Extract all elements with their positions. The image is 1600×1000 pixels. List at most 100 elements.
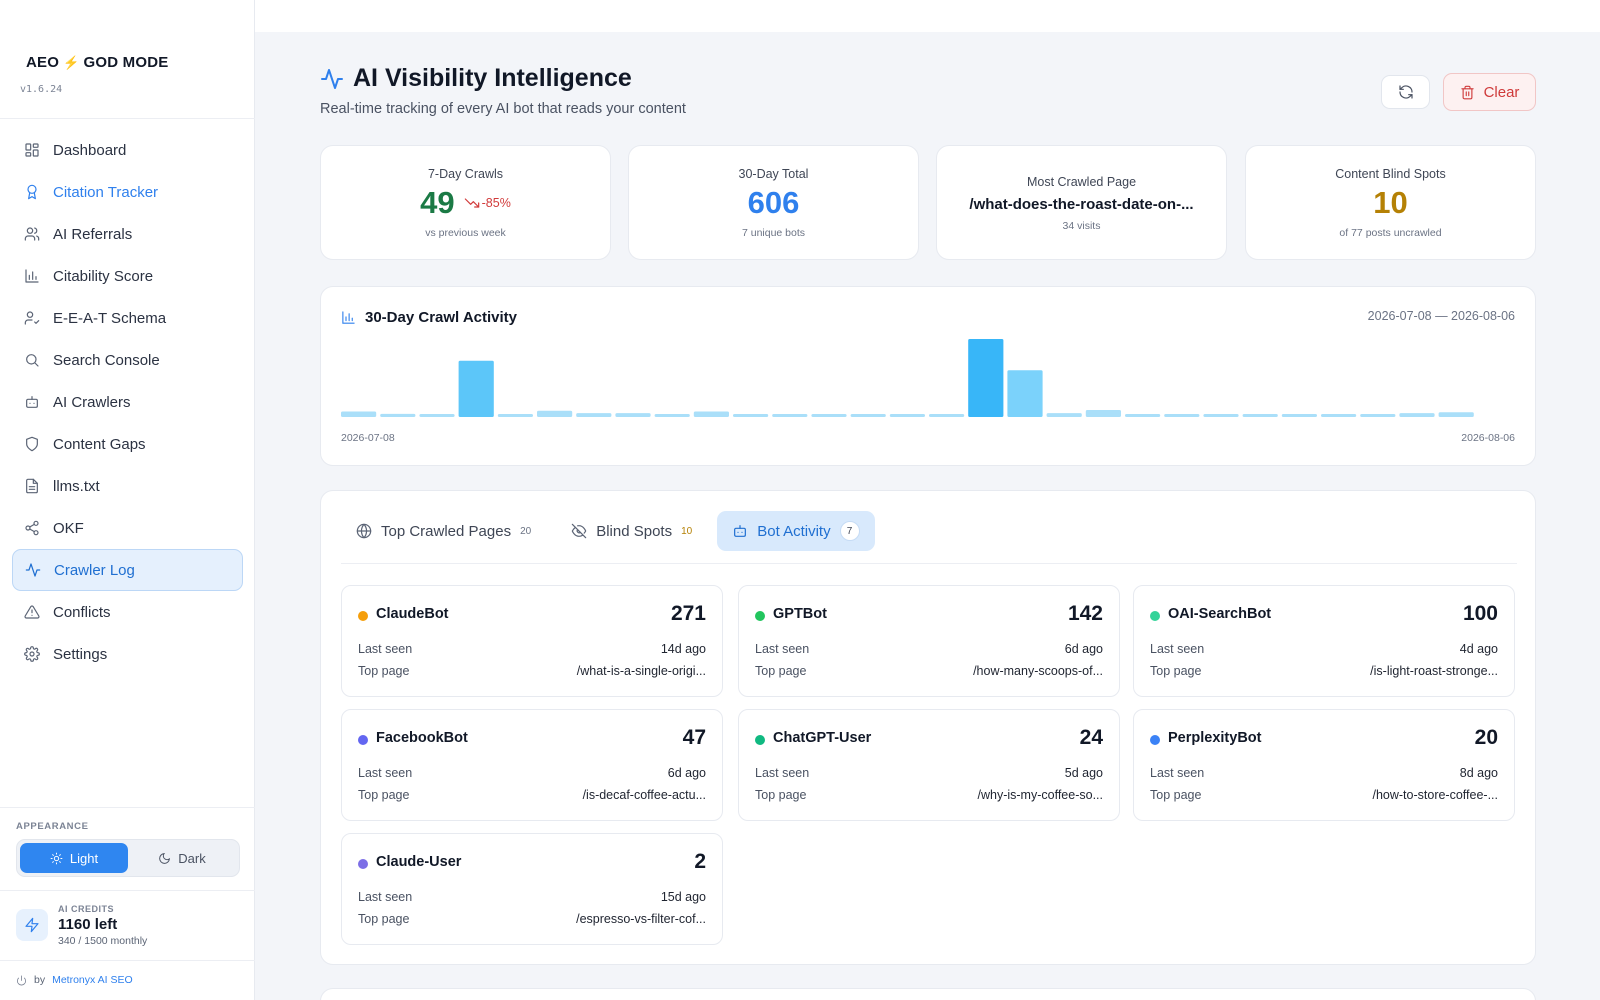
brand-logo[interactable]: AEO ⚡ GOD MODE (26, 54, 168, 71)
chart-bar[interactable] (1438, 412, 1474, 417)
clear-label: Clear (1483, 83, 1520, 101)
byline-link[interactable]: Metronyx AI SEO (52, 974, 133, 986)
sidebar-item-settings[interactable]: Settings (12, 633, 243, 675)
sidebar-item-citation-tracker[interactable]: Citation Tracker (12, 171, 243, 213)
top-page-value: /what-is-a-single-origi... (576, 664, 706, 678)
last-seen-value: 6d ago (667, 766, 706, 780)
chart-bar[interactable] (968, 339, 1004, 417)
sidebar-item-conflicts[interactable]: Conflicts (12, 591, 243, 633)
stat-note: vs previous week (425, 227, 506, 239)
sidebar-item-eeat-schema[interactable]: E-E-A-T Schema (12, 297, 243, 339)
trash-icon (1460, 85, 1474, 99)
chart-bar[interactable] (380, 413, 416, 417)
bot-name: Claude-User (376, 854, 462, 870)
tab-blind-spots[interactable]: Blind Spots 10 (556, 511, 707, 551)
activity-panel: Top Crawled Pages 20 Blind Spots 10 Bot … (320, 490, 1536, 965)
sidebar-item-content-gaps[interactable]: Content Gaps (12, 423, 243, 465)
bot-card-chatgpt-user[interactable]: ChatGPT-User 24 Last seen 5d ago Top page… (738, 709, 1120, 821)
sidebar-item-label: llms.txt (53, 477, 100, 495)
sidebar-item-label: Citation Tracker (53, 183, 159, 201)
divider (0, 890, 255, 891)
chart-bar[interactable] (1125, 414, 1161, 417)
chart-bar[interactable] (693, 411, 729, 418)
power-icon (16, 975, 27, 985)
bot-name: FacebookBot (376, 730, 468, 746)
chart-bar[interactable] (341, 411, 377, 418)
chart-bar[interactable] (733, 414, 769, 417)
last-seen-label: Last seen (358, 766, 413, 780)
chart-bar[interactable] (1242, 414, 1278, 417)
bot-card-claudebot[interactable]: ClaudeBot 271 Last seen 14d ago Top page /… (341, 585, 723, 697)
chart-bar[interactable] (458, 360, 494, 417)
chart-bar[interactable] (889, 414, 925, 417)
chart-bar[interactable] (929, 414, 965, 417)
clear-button[interactable]: Clear (1443, 73, 1536, 111)
divider (0, 807, 255, 808)
bot-card-claude-user[interactable]: Claude-User 2 Last seen 15d ago Top page /… (341, 833, 723, 945)
chart-start-label: 2026-07-08 (341, 432, 395, 444)
award-icon (27, 184, 37, 200)
eye-off-icon (571, 523, 587, 539)
sidebar-item-llms-txt[interactable]: llms.txt (12, 465, 243, 507)
chart-bar[interactable] (1399, 413, 1435, 417)
chart-bar[interactable] (654, 414, 690, 417)
stat-value: 10 (1373, 185, 1408, 220)
chart-bar[interactable] (537, 410, 573, 417)
brand-name-part1: AEO (26, 54, 60, 71)
stat-value: 606 (747, 185, 800, 220)
sidebar-item-label: AI Crawlers (53, 393, 131, 411)
chart-bar[interactable] (576, 413, 612, 417)
chart-bar[interactable] (772, 414, 808, 417)
top-page-row: Top page/why-is-my-coffee-so... (755, 788, 1103, 802)
sidebar-item-dashboard[interactable]: Dashboard (12, 129, 243, 171)
stat-note: of 77 posts uncrawled (1339, 227, 1442, 239)
last-seen-value: 4d ago (1459, 642, 1498, 656)
bot-card-oai-searchbot[interactable]: OAI-SearchBot 100 Last seen 4d ago Top pa… (1133, 585, 1515, 697)
chart-bar[interactable] (615, 413, 651, 417)
bot-count: 24 (1079, 726, 1103, 749)
version-label: v1.6.24 (20, 84, 63, 95)
bot-name: ClaudeBot (376, 606, 449, 622)
sidebar-item-citability-score[interactable]: Citability Score (12, 255, 243, 297)
bot-card-perplexitybot[interactable]: PerplexityBot 20 Last seen 8d ago Top pag… (1133, 709, 1515, 821)
sidebar-item-crawler-log[interactable]: Crawler Log (12, 549, 243, 591)
tab-top-crawled-pages[interactable]: Top Crawled Pages 20 (341, 511, 546, 551)
chart-bar[interactable] (1085, 410, 1121, 417)
credits-value: 1160 left (58, 916, 118, 933)
bot-icon (26, 396, 38, 408)
stat-value-row: 49 -85% (321, 185, 610, 221)
top-page-label: Top page (1150, 788, 1202, 802)
theme-light-button[interactable]: Light (20, 843, 128, 873)
sidebar-item-ai-referrals[interactable]: AI Referrals (12, 213, 243, 255)
chart-bar[interactable] (1281, 414, 1317, 417)
sidebar-item-ai-crawlers[interactable]: AI Crawlers (12, 381, 243, 423)
chart-bar[interactable] (419, 414, 455, 417)
tab-count: 7 (839, 521, 860, 541)
sidebar-item-okf[interactable]: OKF (12, 507, 243, 549)
last-seen-row: Last seen 8d ago (1150, 766, 1498, 780)
chart-bar[interactable] (1007, 370, 1043, 417)
chart-bar[interactable] (811, 414, 847, 417)
refresh-button[interactable] (1381, 75, 1430, 109)
dashboard-icon (25, 143, 39, 157)
chart-bar[interactable] (1046, 413, 1082, 417)
credits-bolt-icon (16, 909, 48, 941)
bot-card-facebookbot[interactable]: FacebookBot 47 Last seen 6d ago Top page /… (341, 709, 723, 821)
theme-dark-button[interactable]: Dark (128, 843, 236, 873)
status-dot (358, 611, 368, 621)
chart-bar[interactable] (1360, 414, 1396, 417)
credits-label: AI CREDITS (58, 904, 115, 914)
chart-bar[interactable] (850, 414, 886, 417)
chart-bar[interactable] (497, 414, 533, 417)
bot-name: GPTBot (773, 606, 827, 622)
bot-card-gptbot[interactable]: GPTBot 142 Last seen 6d ago Top page/how-… (738, 585, 1120, 697)
chart-bar[interactable] (1203, 414, 1239, 417)
tab-bot-activity[interactable]: Bot Activity 7 (717, 511, 875, 551)
chart-bar[interactable] (1321, 414, 1357, 417)
chart-bar[interactable] (1164, 414, 1200, 417)
sidebar-item-label: E-E-A-T Schema (53, 309, 167, 327)
theme-light-label: Light (69, 850, 99, 866)
theme-toggle: Light Dark (16, 839, 240, 877)
stat-value[interactable]: /what-does-the-roast-date-on-... (969, 196, 1194, 213)
sidebar-item-search-console[interactable]: Search Console (12, 339, 243, 381)
